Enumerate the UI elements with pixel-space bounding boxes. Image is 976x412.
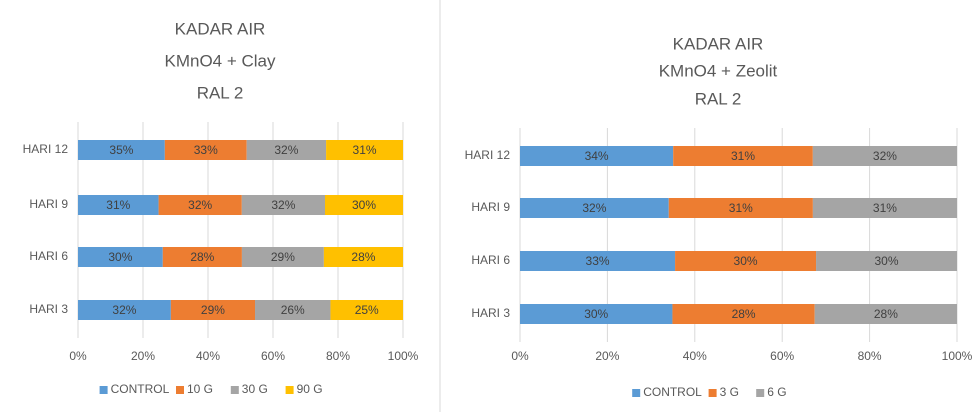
bar-segment xyxy=(164,140,247,160)
x-tick-label: 40% xyxy=(683,349,707,363)
legend-label: 10 G xyxy=(187,382,213,396)
bar-segment xyxy=(255,300,331,320)
chart-title: KADAR AIR xyxy=(673,34,764,53)
bar-segment xyxy=(673,146,813,166)
data-label: 31% xyxy=(353,143,377,157)
data-label: 29% xyxy=(201,303,225,317)
y-tick-label: HARI 6 xyxy=(29,249,68,263)
bar-segment xyxy=(326,140,403,160)
x-tick-label: 0% xyxy=(69,349,87,363)
data-label: 30% xyxy=(875,254,899,268)
bar-segment xyxy=(520,146,674,166)
bar-segment xyxy=(520,198,669,218)
x-tick-label: 20% xyxy=(595,349,619,363)
x-tick-label: 80% xyxy=(858,349,882,363)
y-tick-label: HARI 6 xyxy=(471,253,510,267)
y-tick-label: HARI 3 xyxy=(471,306,510,320)
data-label: 28% xyxy=(874,307,898,321)
data-label: 31% xyxy=(731,149,755,163)
y-tick-label: HARI 12 xyxy=(465,148,511,162)
data-label: 30% xyxy=(584,307,608,321)
bar-segment xyxy=(672,304,815,324)
x-tick-label: 60% xyxy=(770,349,794,363)
bar-segment xyxy=(323,247,403,267)
x-tick-label: 20% xyxy=(131,349,155,363)
bar-segment xyxy=(78,195,159,215)
y-tick-label: HARI 9 xyxy=(471,200,510,214)
bar-segment xyxy=(162,247,242,267)
chart-title: RAL 2 xyxy=(197,83,244,102)
data-label: 31% xyxy=(873,201,897,215)
bar-segment xyxy=(520,304,673,324)
chart-title: KMnO4 + Zeolit xyxy=(659,61,778,80)
legend-label: 6 G xyxy=(767,385,786,399)
x-tick-label: 100% xyxy=(388,349,419,363)
data-label: 31% xyxy=(106,198,130,212)
legend-swatch xyxy=(230,386,239,394)
data-label: 25% xyxy=(355,303,379,317)
bar-segment xyxy=(816,251,957,271)
bar-segment xyxy=(78,300,171,320)
data-label: 32% xyxy=(112,303,136,317)
legend-swatch xyxy=(176,386,184,394)
chart-title: KMnO4 + Clay xyxy=(164,51,276,70)
data-label: 32% xyxy=(188,198,212,212)
bar-segment xyxy=(814,304,957,324)
bar-segment xyxy=(241,247,324,267)
data-label: 35% xyxy=(109,143,133,157)
bar-segment xyxy=(325,195,403,215)
data-label: 26% xyxy=(281,303,305,317)
data-label: 29% xyxy=(271,250,295,264)
bar-segment xyxy=(812,198,957,218)
data-label: 30% xyxy=(108,250,132,264)
data-label: 28% xyxy=(351,250,375,264)
data-label: 30% xyxy=(734,254,758,268)
data-label: 28% xyxy=(732,307,756,321)
legend-label: CONTROL xyxy=(643,385,702,399)
bar-segment xyxy=(675,251,817,271)
data-label: 32% xyxy=(582,201,606,215)
legend-label: CONTROL xyxy=(111,382,170,396)
data-label: 33% xyxy=(194,143,218,157)
data-label: 32% xyxy=(873,149,897,163)
chart-title: KADAR AIR xyxy=(175,19,266,38)
legend-swatch xyxy=(756,389,765,397)
legend-swatch xyxy=(99,386,108,394)
x-tick-label: 40% xyxy=(196,349,220,363)
bar-segment xyxy=(812,146,957,166)
y-tick-label: HARI 3 xyxy=(29,302,68,316)
legend-swatch xyxy=(632,389,641,397)
bar-segment xyxy=(170,300,256,320)
bar-segment xyxy=(668,198,813,218)
data-label: 33% xyxy=(586,254,610,268)
legend-label: 90 G xyxy=(297,382,323,396)
bar-segment xyxy=(78,247,163,267)
x-tick-label: 80% xyxy=(326,349,350,363)
y-tick-label: HARI 9 xyxy=(29,197,68,211)
bar-segment xyxy=(330,300,403,320)
x-tick-label: 60% xyxy=(261,349,285,363)
data-label: 32% xyxy=(271,198,295,212)
data-label: 31% xyxy=(729,201,753,215)
x-tick-label: 0% xyxy=(511,349,529,363)
data-label: 34% xyxy=(585,149,609,163)
data-label: 28% xyxy=(190,250,214,264)
data-label: 30% xyxy=(352,198,376,212)
legend-label: 3 G xyxy=(720,385,739,399)
bar-segment xyxy=(158,195,242,215)
bar-segment xyxy=(520,251,676,271)
y-tick-label: HARI 12 xyxy=(23,142,69,156)
legend-swatch xyxy=(708,389,717,397)
bar-segment xyxy=(241,195,325,215)
legend-label: 30 G xyxy=(242,382,268,396)
x-tick-label: 100% xyxy=(942,349,973,363)
bar-segment xyxy=(246,140,327,160)
data-label: 32% xyxy=(274,143,298,157)
chart-title: RAL 2 xyxy=(695,89,742,108)
bar-segment xyxy=(78,140,165,160)
legend-swatch xyxy=(285,386,294,394)
